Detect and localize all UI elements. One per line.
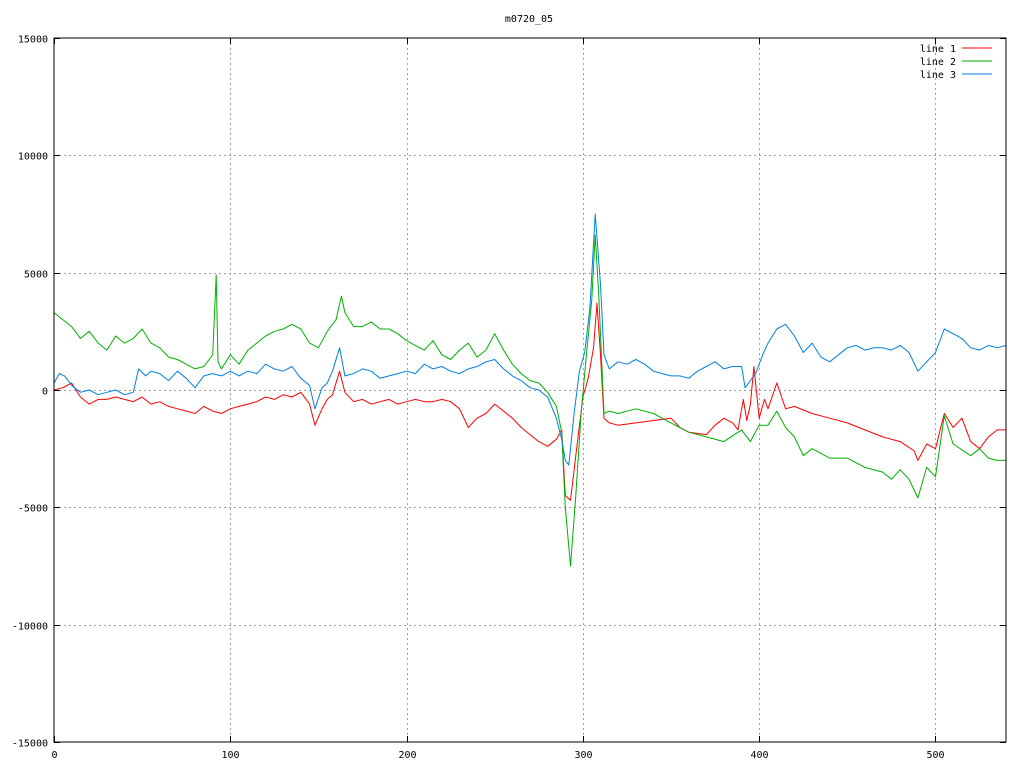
legend-label-1: line 1	[920, 44, 956, 55]
x-tick-label: 200	[398, 750, 416, 761]
y-tick-label: 10000	[18, 152, 48, 163]
grid-lines	[54, 38, 1006, 742]
y-tick-label: 15000	[18, 35, 48, 46]
y-tick-label: -10000	[12, 622, 48, 633]
chart-title: m0720_05	[505, 14, 553, 25]
series-line-3	[53, 213, 1007, 466]
y-tick-label: 0	[42, 387, 48, 398]
legend-label-3: line 3	[920, 70, 956, 81]
series-line-2	[53, 234, 1006, 567]
series-line-1	[53, 302, 1006, 501]
legend-label-2: line 2	[920, 57, 956, 68]
legend: line 1 line 2 line 3	[920, 44, 992, 81]
x-tick-label: 0	[51, 750, 57, 761]
y-tick-label: 5000	[24, 270, 48, 281]
x-tick-label: 400	[750, 750, 768, 761]
y-axis-ticks: -15000 -10000 -5000 0 5000 10000 15000	[12, 35, 1006, 750]
x-tick-label: 500	[926, 750, 944, 761]
x-axis-ticks: 0 100 200 300 400 500	[51, 38, 945, 761]
y-tick-label: -15000	[12, 739, 48, 750]
series-group	[53, 213, 1007, 567]
y-tick-label: -5000	[18, 504, 48, 515]
x-tick-label: 300	[574, 750, 592, 761]
x-tick-label: 100	[221, 750, 239, 761]
